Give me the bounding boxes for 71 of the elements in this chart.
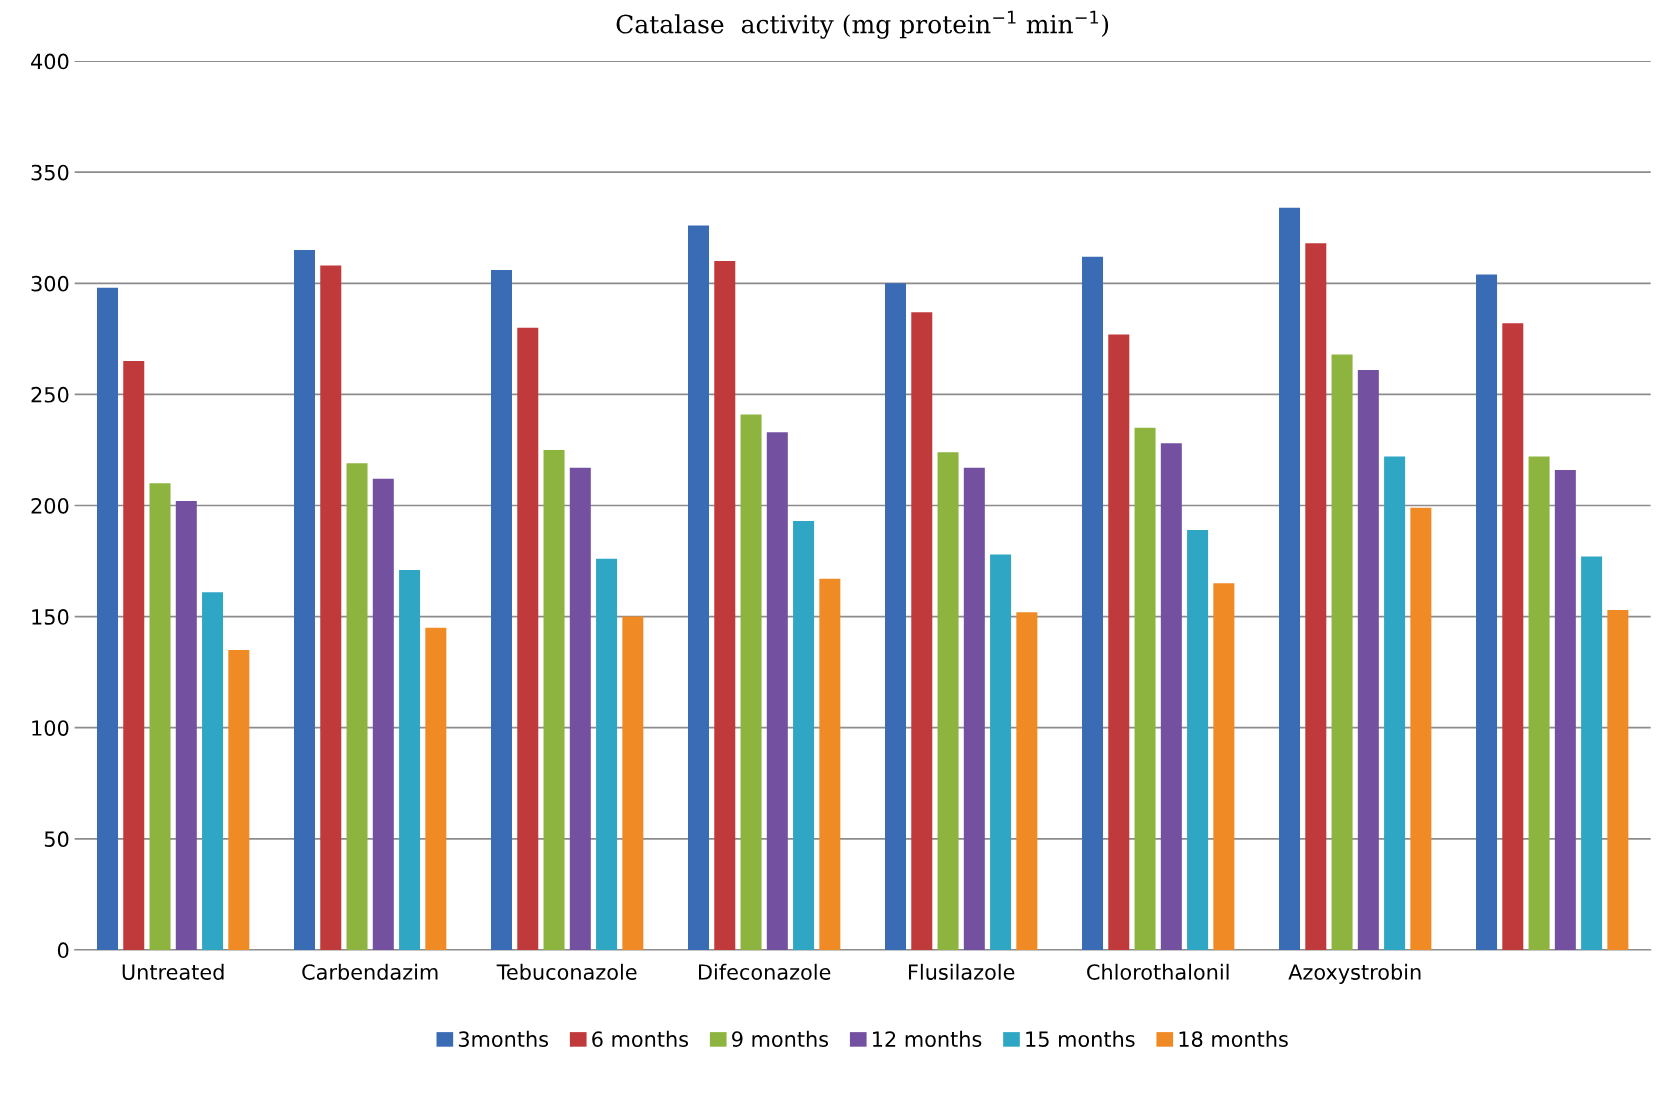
bar (1213, 583, 1235, 950)
bar (346, 463, 368, 950)
bar (596, 558, 618, 950)
legend-label: 6 months (592, 1030, 689, 1047)
bar (293, 249, 315, 950)
bar (1410, 507, 1432, 950)
bar (1476, 274, 1498, 950)
bar (688, 225, 710, 950)
bar (320, 265, 342, 950)
y-tick-label: 50 (44, 831, 69, 848)
bar (1016, 612, 1038, 950)
bar (490, 269, 513, 950)
bar (1607, 609, 1629, 950)
legend-label: 12 months (873, 1030, 982, 1047)
bar (885, 283, 907, 950)
y-tick-label: 200 (31, 497, 69, 514)
bar (202, 592, 224, 950)
x-tick-label: Chlorothalonil (1087, 963, 1229, 980)
bar (1528, 456, 1550, 950)
bar (793, 521, 815, 950)
legend-label: 3months (458, 1030, 549, 1047)
bar (1187, 529, 1209, 950)
bar (766, 432, 788, 950)
legend-label: 9 months (732, 1030, 829, 1047)
bar (425, 627, 447, 950)
bar (1384, 456, 1406, 950)
bar (1305, 243, 1327, 950)
y-tick-label: 0 (57, 942, 69, 959)
chart-title: Catalase activity (mg protein$^{−1}$ min$^{−1}$) (616, 10, 1109, 39)
bar (149, 483, 171, 950)
bar (1331, 354, 1353, 950)
bar (175, 501, 197, 950)
bar (1357, 369, 1379, 950)
bar (1554, 469, 1576, 950)
bar (372, 478, 394, 950)
bar (1134, 427, 1156, 950)
y-tick-label: 250 (31, 386, 69, 403)
bar (1502, 323, 1524, 950)
x-tick-label: Carbendazim (302, 963, 438, 980)
bar (517, 327, 539, 950)
bar (911, 312, 933, 950)
y-tick-label: 350 (31, 164, 69, 181)
y-tick-label: 300 (31, 275, 69, 292)
bar (963, 467, 985, 950)
bar (1279, 207, 1301, 950)
x-tick-label: Azoxystrobin (1288, 963, 1421, 984)
bar (228, 649, 250, 950)
bar (740, 414, 762, 950)
bar (714, 261, 736, 950)
bar (937, 452, 959, 950)
bar (819, 578, 841, 950)
x-tick-label: Tebuconazole (496, 963, 637, 980)
bar (1082, 256, 1104, 950)
bar (569, 467, 591, 950)
legend-label: 15 months (1026, 1030, 1135, 1047)
bar (1160, 443, 1182, 950)
y-tick-label: 400 (31, 53, 69, 70)
bar (1108, 334, 1130, 950)
bar (990, 554, 1012, 950)
bar (399, 569, 421, 950)
x-tick-label: Flusilazole (909, 963, 1015, 980)
bar (1581, 556, 1603, 950)
bar (622, 616, 644, 950)
x-tick-label: Difeconazole (699, 963, 831, 980)
bar (543, 449, 565, 950)
y-tick-label: 100 (32, 720, 69, 736)
x-tick-label: Untreated (122, 963, 224, 980)
bar (96, 287, 118, 950)
bar (123, 361, 145, 950)
y-tick-label: 150 (32, 609, 69, 625)
legend-label: 18 months (1179, 1030, 1288, 1047)
